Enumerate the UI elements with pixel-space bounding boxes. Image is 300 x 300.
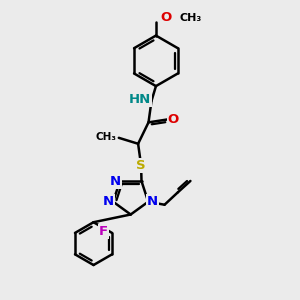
Text: O: O bbox=[168, 113, 179, 126]
Text: F: F bbox=[99, 225, 108, 238]
Text: S: S bbox=[136, 159, 146, 172]
Text: O: O bbox=[161, 11, 172, 24]
Text: HN: HN bbox=[129, 93, 151, 106]
Text: CH₃: CH₃ bbox=[180, 13, 202, 23]
Text: N: N bbox=[147, 195, 158, 208]
Text: N: N bbox=[110, 175, 121, 188]
Text: N: N bbox=[103, 195, 114, 208]
Text: CH₃: CH₃ bbox=[95, 132, 116, 142]
